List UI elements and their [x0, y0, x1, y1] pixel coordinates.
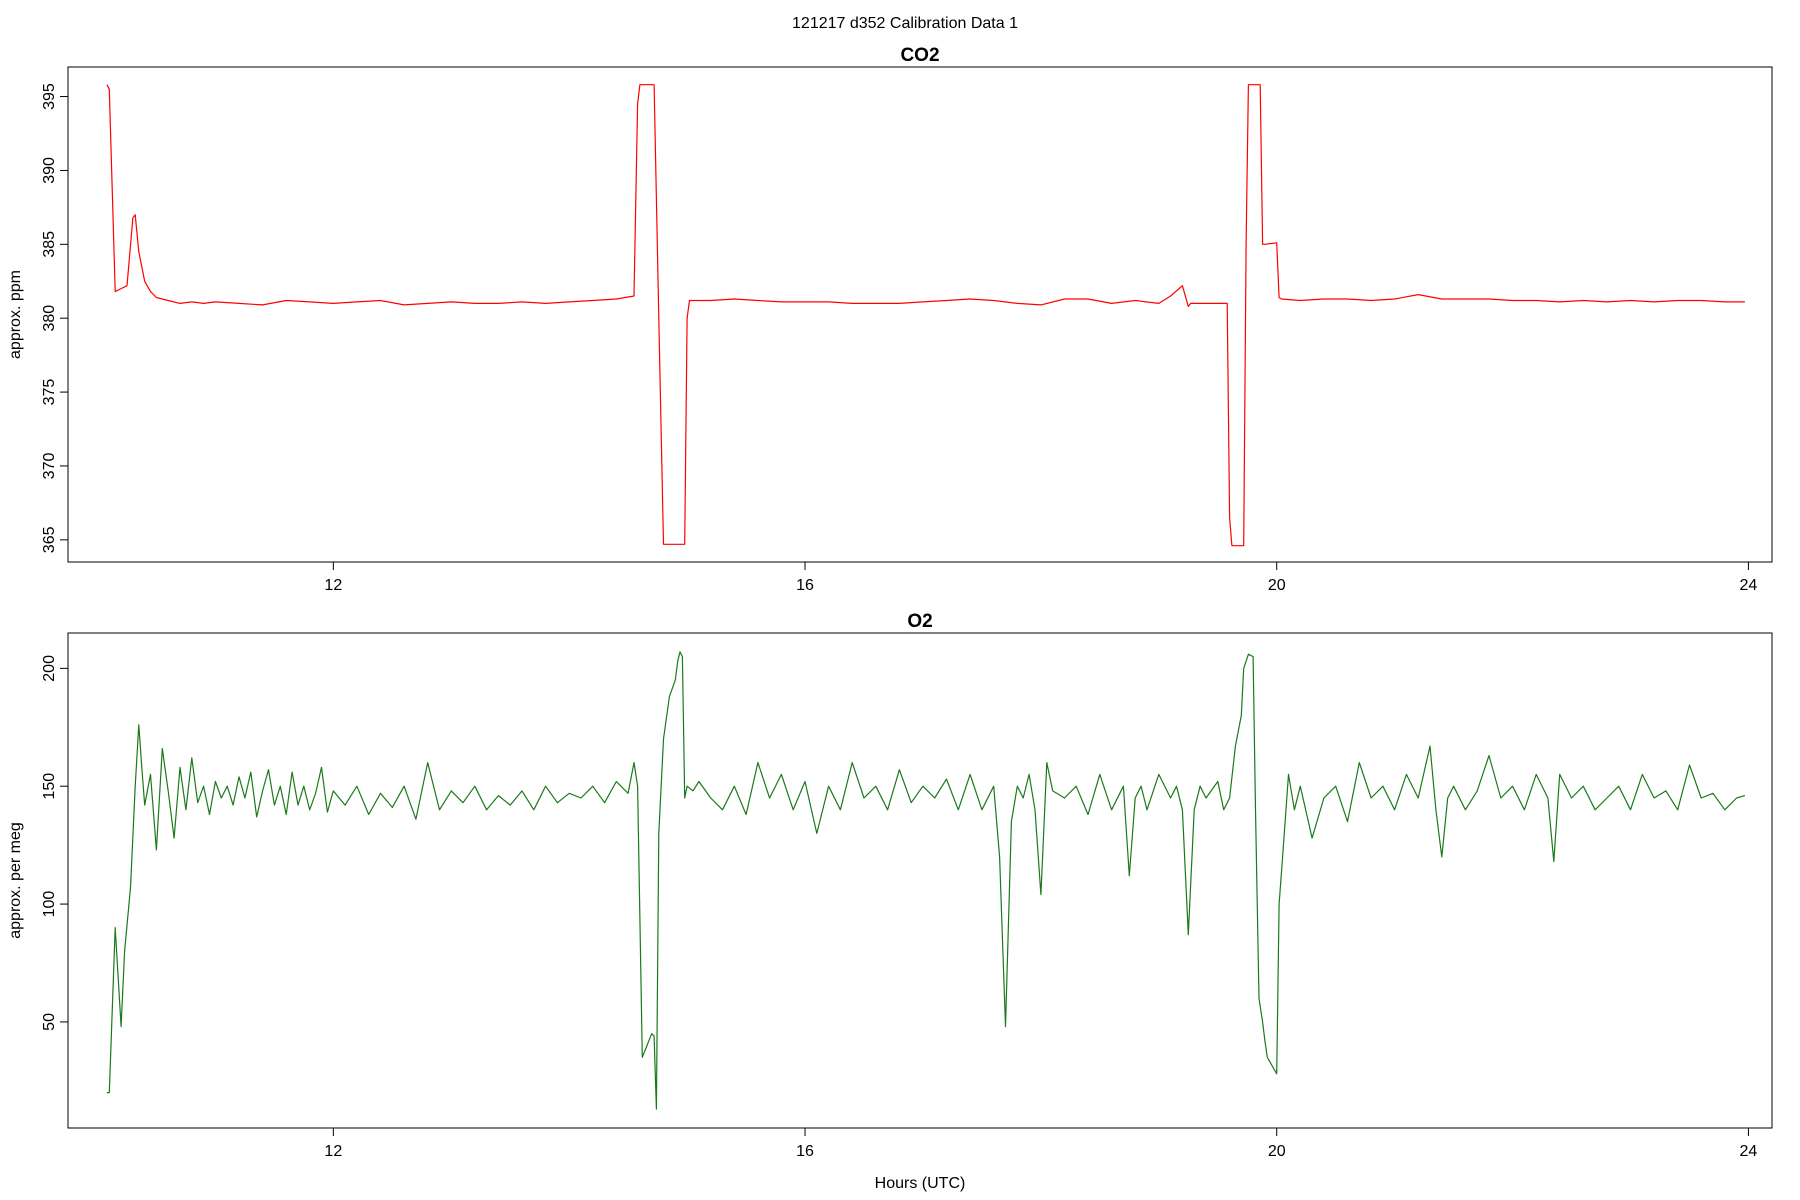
- chart-panel-co2: CO2 12 16 20 24 365 370 375 380 385 390 395 approx. …: [7, 45, 1773, 594]
- y-tick-label: 370: [41, 453, 58, 480]
- x-tick-label: 24: [1740, 577, 1758, 594]
- panel-title: CO2: [900, 45, 939, 66]
- y-tick-label: 375: [41, 379, 58, 406]
- x-tick-label: 20: [1268, 577, 1286, 594]
- x-tick-label: 16: [796, 577, 814, 594]
- x-tick-label: 12: [324, 577, 342, 594]
- x-axis-label: Hours (UTC): [875, 1175, 966, 1192]
- plot-frame: [67, 66, 1773, 563]
- y-tick-label: 380: [41, 305, 58, 332]
- y-axis-label: approx. ppm: [7, 270, 24, 359]
- plot-frame: [67, 632, 1773, 1129]
- y-tick-label: 395: [41, 83, 58, 110]
- y-tick-label: 100: [41, 891, 58, 918]
- x-tick-label: 24: [1740, 1143, 1758, 1160]
- y-tick-label: 365: [41, 526, 58, 553]
- series-line-co2: [106, 84, 1745, 547]
- y-axis-label: approx. per meg: [7, 822, 24, 939]
- x-tick-label: 16: [796, 1143, 814, 1160]
- y-tick-label: 390: [41, 157, 58, 184]
- panel-title: O2: [907, 611, 932, 632]
- series-line-o2: [106, 651, 1746, 1110]
- y-tick-label: 385: [41, 231, 58, 258]
- figure-title: 121217 d352 Calibration Data 1: [792, 15, 1018, 32]
- y-tick-label: 200: [41, 655, 58, 682]
- y-tick-label: 150: [41, 773, 58, 800]
- y-tick-label: 50: [41, 1013, 58, 1031]
- chart-panel-o2: O2 12 16 20 24 50 100 150 200 approx. per meg Hour…: [7, 611, 1773, 1192]
- x-tick-label: 12: [324, 1143, 342, 1160]
- x-tick-label: 20: [1268, 1143, 1286, 1160]
